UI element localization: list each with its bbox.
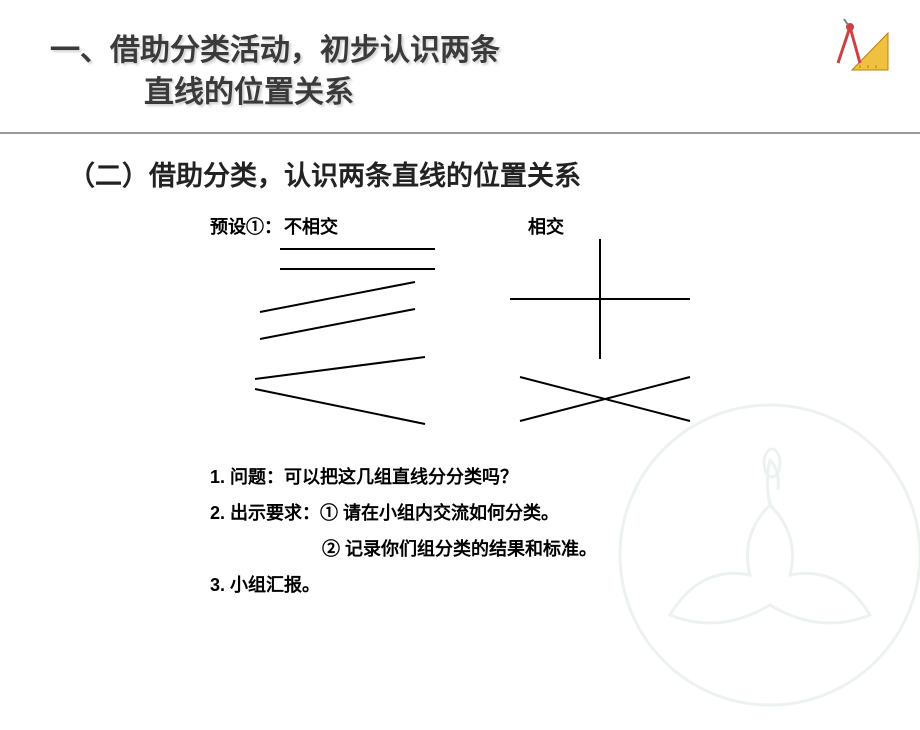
question-3: 3. 小组汇报。 xyxy=(210,567,920,603)
question-1: 1. 问题：可以把这几组直线分分类吗？ xyxy=(210,459,920,495)
geometry-tools-icon xyxy=(830,15,900,90)
preset-not-intersect: 不相交 xyxy=(284,213,338,239)
preset-intersect: 相交 xyxy=(528,213,564,239)
title-line1: 借助分类活动，初步认识两条 xyxy=(110,34,500,67)
preset-label: 预设①： xyxy=(210,213,282,239)
title-prefix: 一、 xyxy=(50,34,110,67)
question-2b: ② 记录你们组分类的结果和标准。 xyxy=(322,531,920,567)
header: 一、借助分类活动，初步认识两条 直线的位置关系 xyxy=(0,0,920,124)
subtitle: （二）借助分类，认识两条直线的位置关系 xyxy=(0,154,920,203)
divider xyxy=(0,132,920,134)
main-title: 一、借助分类活动，初步认识两条 直线的位置关系 xyxy=(50,30,870,114)
preset-row: 预设①：不相交 相交 xyxy=(0,203,920,239)
line-diagram xyxy=(0,239,920,449)
question-2a: 2. 出示要求：① 请在小组内交流如何分类。 xyxy=(210,495,920,531)
questions-block: 1. 问题：可以把这几组直线分分类吗？ 2. 出示要求：① 请在小组内交流如何分… xyxy=(0,449,920,603)
title-line2: 直线的位置关系 xyxy=(144,72,870,114)
